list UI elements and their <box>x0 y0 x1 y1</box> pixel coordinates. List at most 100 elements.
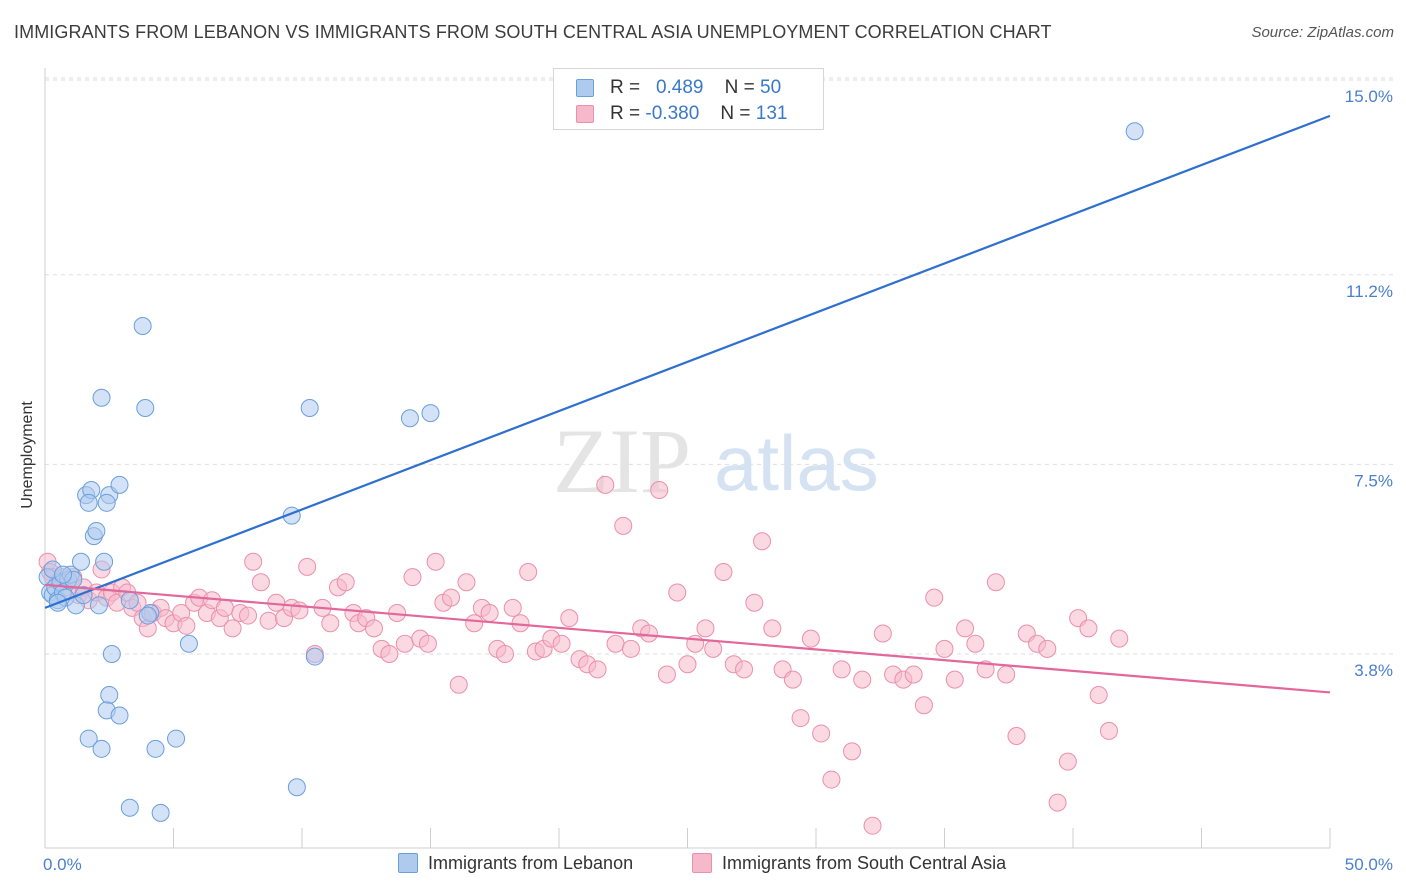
data-point-south-central-asia <box>1058 752 1077 771</box>
data-point-south-central-asia <box>863 816 882 835</box>
data-point-lebanon <box>79 729 98 748</box>
legend-r-value: -0.380 <box>645 103 700 124</box>
data-point-south-central-asia <box>442 588 461 607</box>
data-point-south-central-asia <box>914 696 933 715</box>
data-point-south-central-asia <box>753 532 772 551</box>
data-point-south-central-asia <box>956 619 975 638</box>
data-point-south-central-asia <box>1038 639 1057 658</box>
data-point-south-central-asia <box>842 742 861 761</box>
data-point-south-central-asia <box>1048 793 1067 812</box>
data-point-south-central-asia <box>668 583 687 602</box>
legend-n-label: N = <box>720 103 751 124</box>
legend-n-label: N = <box>724 77 755 98</box>
data-point-south-central-asia <box>696 619 715 638</box>
watermark: ZIP atlas <box>553 410 879 512</box>
data-point-south-central-asia <box>560 609 579 628</box>
trend-lines <box>44 114 1331 694</box>
data-point-south-central-asia <box>298 557 317 576</box>
data-point-south-central-asia <box>791 709 810 728</box>
legend-n-value: 131 <box>755 103 788 124</box>
data-point-south-central-asia <box>552 634 571 653</box>
data-point-south-central-asia <box>935 639 954 658</box>
data-point-south-central-asia <box>403 568 422 587</box>
legend-n-value: 50 <box>760 77 782 98</box>
data-point-lebanon <box>53 565 72 584</box>
x-tick-label: 0.0% <box>43 855 82 874</box>
data-point-lebanon <box>92 388 111 407</box>
data-point-lebanon <box>120 798 139 817</box>
data-point-south-central-asia <box>380 645 399 663</box>
data-point-south-central-asia <box>503 598 522 617</box>
correlation-legend: R = 0.489 N = 50 R = -0.380 N = 131 <box>553 68 824 130</box>
data-point-south-central-asia <box>614 516 633 535</box>
chart-title: IMMIGRANTS FROM LEBANON VS IMMIGRANTS FR… <box>14 22 1052 42</box>
data-point-south-central-asia <box>657 665 676 684</box>
y-tick-label: 7.5% <box>1354 471 1393 490</box>
data-point-lebanon <box>71 552 90 571</box>
data-point-south-central-asia <box>801 629 820 648</box>
data-point-south-central-asia <box>426 552 445 571</box>
data-point-lebanon <box>400 409 419 428</box>
data-point-lebanon <box>421 404 440 423</box>
data-point-south-central-asia <box>853 670 872 689</box>
trend-line-lebanon <box>44 114 1331 609</box>
data-point-south-central-asia <box>364 619 383 638</box>
data-point-lebanon <box>300 399 319 417</box>
data-point-south-central-asia <box>745 593 764 612</box>
data-point-south-central-asia <box>704 639 723 658</box>
data-point-south-central-asia <box>639 624 658 643</box>
y-tick-label: 3.8% <box>1354 661 1393 680</box>
data-point-south-central-asia <box>321 614 340 633</box>
data-point-lebanon <box>120 591 139 610</box>
data-point-south-central-asia <box>449 675 468 694</box>
data-point-south-central-asia <box>606 634 625 653</box>
series-south-central-asia-points <box>38 475 1129 835</box>
data-point-south-central-asia <box>1089 686 1108 704</box>
data-point-lebanon <box>97 493 116 512</box>
data-point-lebanon <box>305 647 324 666</box>
data-point-south-central-asia <box>336 573 355 592</box>
data-point-lebanon <box>79 493 98 512</box>
data-point-lebanon <box>167 729 186 748</box>
data-point-south-central-asia <box>735 660 754 679</box>
data-point-south-central-asia <box>763 619 782 638</box>
data-point-south-central-asia <box>223 619 242 638</box>
data-point-south-central-asia <box>496 645 515 663</box>
data-point-south-central-asia <box>812 724 831 743</box>
data-point-lebanon <box>95 552 114 571</box>
legend-r-value: 0.489 <box>655 77 704 98</box>
y-tick-label: 15.0% <box>1345 87 1393 106</box>
data-point-south-central-asia <box>822 770 841 789</box>
data-point-lebanon <box>1125 122 1144 141</box>
watermark-atlas: atlas <box>714 419 879 507</box>
data-point-south-central-asia <box>714 563 733 581</box>
data-point-south-central-asia <box>1007 727 1026 745</box>
legend-swatch-blue <box>576 79 594 97</box>
data-point-south-central-asia <box>457 573 476 592</box>
data-point-south-central-asia <box>1110 629 1129 648</box>
data-point-south-central-asia <box>976 660 995 679</box>
legend-label-lebanon: Immigrants from Lebanon <box>428 853 634 873</box>
watermark-zip: ZIP <box>553 410 691 512</box>
data-point-south-central-asia <box>465 614 484 633</box>
data-point-south-central-asia <box>783 670 802 689</box>
legend-swatch-pink <box>576 105 594 123</box>
data-point-lebanon <box>136 399 155 417</box>
data-point-south-central-asia <box>596 475 615 494</box>
data-point-south-central-asia <box>480 604 499 622</box>
data-point-south-central-asia <box>832 660 851 679</box>
data-point-south-central-asia <box>395 634 414 653</box>
data-point-lebanon <box>110 706 129 725</box>
data-point-lebanon <box>92 739 111 758</box>
data-point-south-central-asia <box>966 634 985 653</box>
data-point-south-central-asia <box>239 606 258 625</box>
data-point-south-central-asia <box>621 639 640 658</box>
tick-labels: 3.8% 7.5% 11.2% 15.0% 0.0% 50.0% <box>43 87 1393 874</box>
data-point-south-central-asia <box>259 611 278 630</box>
x-tick-label: 50.0% <box>1345 855 1393 874</box>
data-point-south-central-asia <box>904 665 923 684</box>
axes <box>44 68 1331 849</box>
data-point-lebanon <box>138 606 157 625</box>
data-point-south-central-asia <box>290 601 309 620</box>
